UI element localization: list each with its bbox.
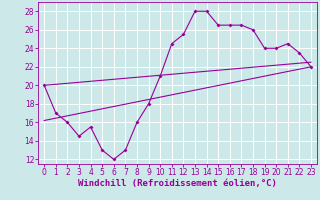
X-axis label: Windchill (Refroidissement éolien,°C): Windchill (Refroidissement éolien,°C) bbox=[78, 179, 277, 188]
